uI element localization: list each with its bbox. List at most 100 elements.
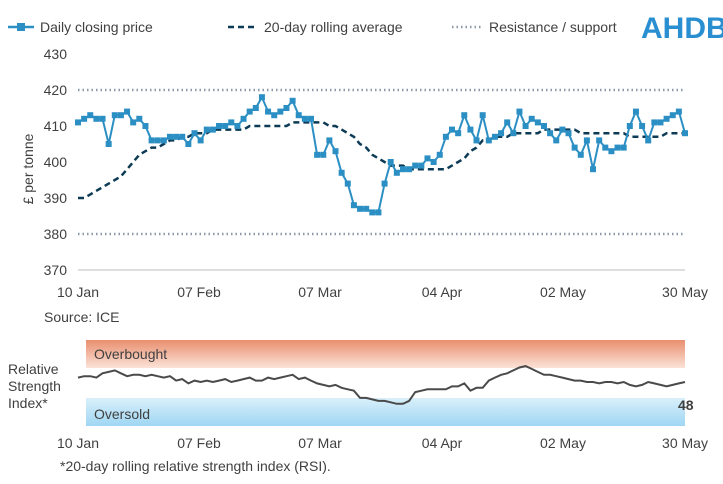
daily-price-marker bbox=[277, 108, 284, 115]
daily-price-marker bbox=[283, 105, 290, 111]
daily-price-marker bbox=[559, 126, 566, 133]
daily-price-marker bbox=[393, 169, 400, 176]
legend-rolling-label: 20-day rolling average bbox=[264, 19, 403, 35]
rsi-x-axis: 10 Jan 07 Feb 07 Mar 04 Apr 02 May 30 May bbox=[57, 435, 708, 451]
daily-price-marker bbox=[639, 123, 646, 129]
overbought-band bbox=[86, 340, 685, 368]
daily-price-marker bbox=[160, 137, 167, 144]
daily-price-marker bbox=[504, 119, 511, 126]
daily-price-marker bbox=[117, 112, 124, 119]
rsi-x-tick-label: 04 Apr bbox=[422, 435, 463, 451]
daily-price-marker bbox=[105, 141, 112, 147]
daily-price-marker bbox=[234, 123, 241, 129]
overbought-label: Overbought bbox=[94, 346, 167, 362]
daily-price-marker bbox=[602, 144, 609, 151]
daily-price-line bbox=[77, 94, 686, 214]
daily-price-marker bbox=[265, 108, 272, 115]
daily-price-marker bbox=[510, 130, 517, 137]
y-tick-label: 420 bbox=[44, 82, 68, 98]
daily-price-marker bbox=[442, 133, 449, 140]
daily-price-marker bbox=[350, 202, 357, 209]
daily-price-marker bbox=[553, 137, 560, 144]
daily-price-marker bbox=[467, 126, 474, 133]
rsi-x-tick-label: 30 May bbox=[662, 435, 708, 451]
daily-price-marker bbox=[461, 112, 468, 119]
daily-price-marker bbox=[332, 148, 339, 155]
daily-price-marker bbox=[301, 115, 308, 122]
y-axis-label: £ per tonne bbox=[20, 133, 36, 204]
daily-price-marker bbox=[534, 119, 541, 126]
daily-price-marker bbox=[406, 166, 413, 173]
daily-price-marker bbox=[491, 133, 498, 140]
rsi-chart: Overbought Oversold Relative Strength Inde… bbox=[8, 340, 708, 451]
y-tick-label: 380 bbox=[44, 226, 68, 242]
daily-price-marker bbox=[455, 130, 462, 137]
daily-price-marker bbox=[387, 159, 394, 165]
y-tick-label: 370 bbox=[44, 262, 68, 278]
daily-price-marker bbox=[632, 108, 639, 115]
daily-price-marker bbox=[682, 130, 688, 137]
x-axis: 10 Jan 07 Feb 07 Mar 04 Apr 02 May 30 May bbox=[57, 284, 708, 300]
daily-price-marker bbox=[252, 105, 259, 111]
daily-price-marker bbox=[669, 112, 676, 119]
daily-price-marker bbox=[185, 141, 192, 147]
footnote: *20-day rolling relative strength index … bbox=[60, 458, 331, 474]
daily-price-marker bbox=[148, 137, 155, 144]
daily-price-marker bbox=[111, 112, 118, 119]
y-tick-label: 390 bbox=[44, 190, 68, 206]
daily-price-markers bbox=[75, 94, 688, 216]
daily-price-marker bbox=[271, 112, 278, 119]
daily-price-marker bbox=[197, 137, 204, 144]
daily-price-marker bbox=[246, 108, 253, 115]
x-tick-label: 02 May bbox=[540, 284, 586, 300]
daily-price-marker bbox=[583, 137, 590, 144]
daily-price-marker bbox=[124, 108, 131, 115]
daily-price-marker bbox=[547, 130, 554, 137]
daily-price-marker bbox=[75, 119, 81, 126]
daily-price-marker bbox=[540, 123, 547, 129]
daily-price-marker bbox=[314, 151, 321, 158]
x-tick-label: 30 May bbox=[662, 284, 708, 300]
daily-price-marker bbox=[320, 151, 327, 158]
daily-price-marker bbox=[663, 115, 670, 122]
oversold-band bbox=[86, 398, 685, 426]
daily-price-marker bbox=[565, 130, 572, 137]
daily-price-marker bbox=[228, 119, 235, 126]
daily-price-marker bbox=[620, 144, 627, 151]
daily-price-marker bbox=[657, 119, 664, 126]
daily-price-marker bbox=[675, 108, 682, 115]
daily-price-marker bbox=[430, 159, 437, 165]
y-axis: 370 380 390 400 410 420 430 bbox=[44, 46, 68, 278]
daily-price-marker bbox=[449, 126, 456, 133]
daily-price-marker bbox=[142, 123, 149, 129]
daily-price-marker bbox=[498, 130, 505, 137]
daily-price-marker bbox=[479, 112, 486, 119]
daily-price-marker bbox=[596, 137, 603, 144]
daily-price-marker bbox=[203, 126, 210, 133]
y-tick-label: 400 bbox=[44, 154, 68, 170]
rsi-x-tick-label: 07 Feb bbox=[177, 435, 221, 451]
daily-price-marker bbox=[522, 123, 529, 129]
daily-price-marker bbox=[369, 209, 376, 216]
daily-price-marker bbox=[645, 137, 652, 144]
daily-price-marker bbox=[516, 108, 523, 115]
daily-price-marker bbox=[412, 162, 419, 169]
price-chart: £ per tonne 370 380 390 400 410 420 430 10 Jan… bbox=[20, 46, 708, 300]
source-note: Source: ICE bbox=[44, 309, 119, 325]
daily-price-marker bbox=[99, 115, 106, 122]
daily-price-marker bbox=[136, 115, 143, 122]
ahdb-logo: AHDB bbox=[641, 12, 723, 45]
daily-price-marker bbox=[295, 112, 302, 119]
daily-price-marker bbox=[571, 144, 578, 151]
daily-price-marker bbox=[173, 133, 180, 140]
daily-price-marker bbox=[614, 144, 621, 151]
daily-price-marker bbox=[216, 123, 223, 129]
daily-price-marker bbox=[363, 205, 370, 212]
daily-price-marker bbox=[473, 137, 480, 144]
daily-price-marker bbox=[326, 137, 333, 144]
rsi-y-axis-label: Relative Strength Index* bbox=[8, 361, 61, 411]
daily-price-marker bbox=[424, 155, 431, 162]
daily-price-marker bbox=[608, 148, 615, 155]
